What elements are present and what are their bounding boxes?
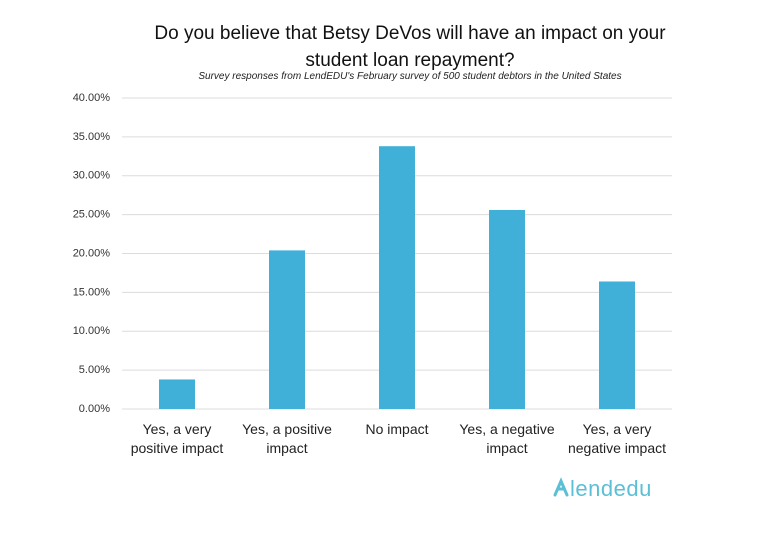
bar	[489, 209, 525, 409]
x-tick-label: Yes, a positive impact	[242, 421, 332, 456]
x-tick-label: No impact	[365, 421, 429, 437]
y-tick-label: 35.00%	[73, 131, 111, 143]
chart-subtitle: Survey responses from LendEDU's February…	[198, 71, 622, 82]
y-tick-label: 15.00%	[73, 286, 111, 298]
y-tick-label: 40.00%	[73, 92, 111, 104]
y-tick-label: 5.00%	[79, 364, 110, 376]
y-tick-label: 0.00%	[79, 403, 110, 415]
y-tick-label: 20.00%	[73, 247, 111, 259]
bar	[599, 281, 635, 409]
y-tick-label: 25.00%	[73, 209, 111, 221]
x-tick-label: Yes, a very negative impact	[567, 421, 667, 456]
logo-icon	[553, 477, 569, 497]
logo: lendedu	[570, 476, 652, 501]
bar	[269, 250, 305, 409]
bar	[159, 379, 195, 409]
bar	[379, 146, 415, 409]
chart-title: Do you believe that Betsy DeVos will hav…	[154, 23, 666, 71]
y-tick-label: 10.00%	[73, 325, 111, 337]
x-tick-label: Yes, a very positive impact	[130, 421, 224, 456]
y-tick-label: 30.00%	[73, 170, 111, 182]
x-tick-label: Yes, a negative impact	[459, 421, 555, 456]
